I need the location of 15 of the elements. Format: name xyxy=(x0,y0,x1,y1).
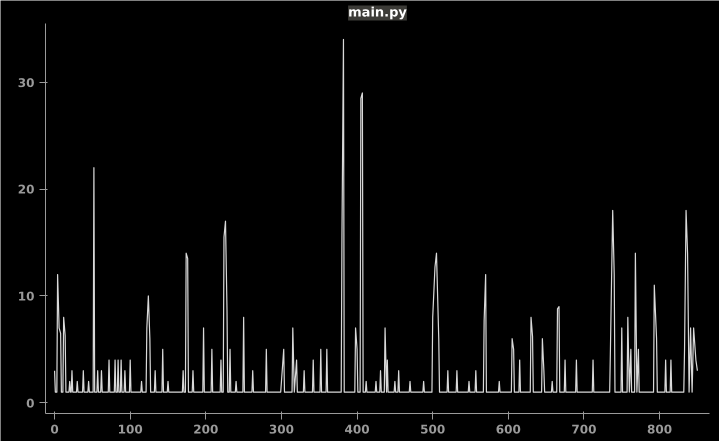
x-tick-label: 800 xyxy=(647,422,672,436)
x-tick-label: 500 xyxy=(420,422,446,436)
x-tick-label: 0 xyxy=(50,422,59,436)
line-series xyxy=(54,38,698,393)
y-tick-label: 30 xyxy=(18,76,35,90)
x-tick-label: 400 xyxy=(344,422,370,436)
x-tick-label: 200 xyxy=(193,422,218,436)
x-tick-label: 300 xyxy=(268,422,294,436)
y-tick-label: 10 xyxy=(18,289,35,304)
y-tick-label: 20 xyxy=(18,182,35,197)
chart-title: main.py xyxy=(348,6,408,20)
x-tick-label: 100 xyxy=(118,422,143,436)
y-tick-label: 0 xyxy=(26,396,35,410)
x-tick-label: 600 xyxy=(496,422,521,436)
x-tick-label: 700 xyxy=(571,422,596,436)
